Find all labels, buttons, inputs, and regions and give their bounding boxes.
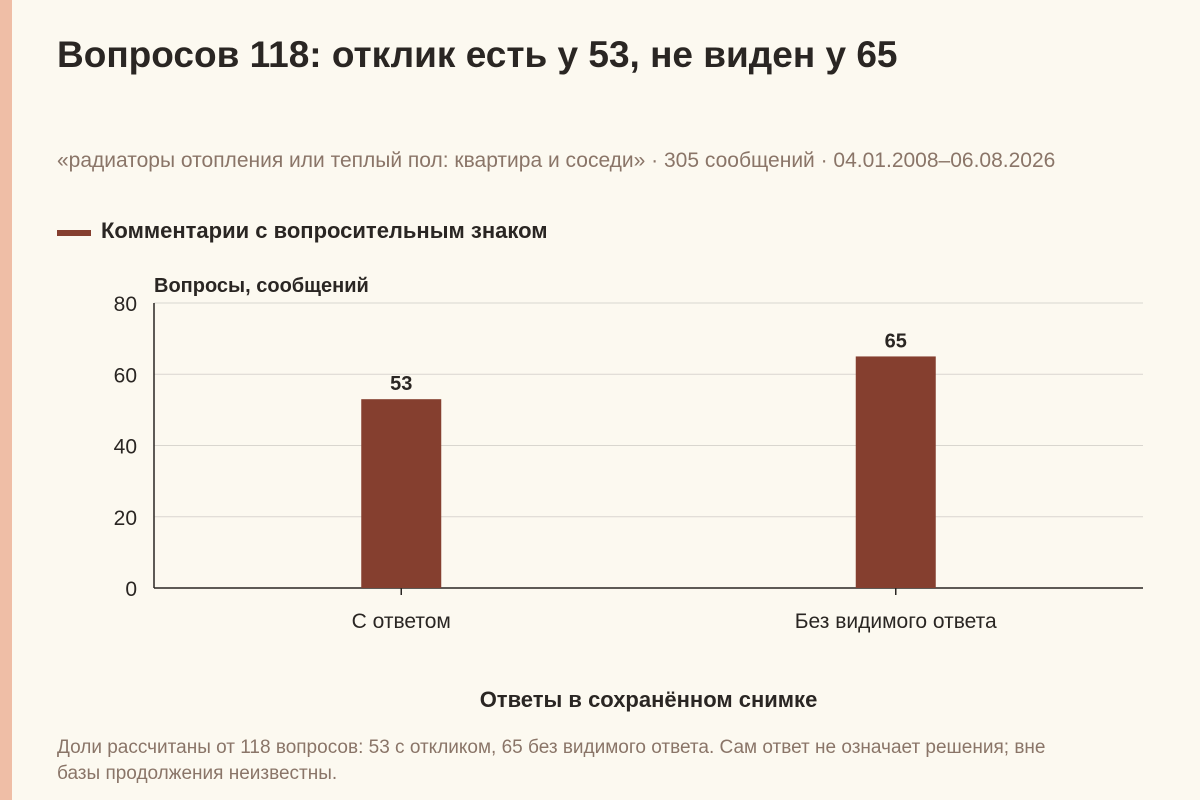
bar-chart: 0 20 40 60 80 53 С ответом 65 Без видимого ответ… xyxy=(114,275,1143,712)
y-tick-label-20: 20 xyxy=(114,507,137,530)
labels: 0 20 40 60 80 53 С ответом 65 Без видимого ответ… xyxy=(114,275,997,712)
y-tick-label-0: 0 xyxy=(125,578,137,601)
bars xyxy=(361,356,936,588)
legend-swatch xyxy=(57,230,91,236)
page-title: Вопросов 118: отклик есть у 53, не виден… xyxy=(57,34,898,75)
x-tick-label-0: С ответом xyxy=(352,610,451,633)
y-tick-label-40: 40 xyxy=(114,436,137,459)
bar-1 xyxy=(855,356,936,588)
y-axis-title: Вопросы, сообщений xyxy=(154,275,369,297)
grid-lines xyxy=(154,302,1143,518)
bar-0 xyxy=(361,399,442,588)
page-subtitle: «радиаторы отопления или теплый пол: ква… xyxy=(57,149,1056,172)
axes xyxy=(153,303,1143,595)
y-tick-label-60: 60 xyxy=(114,364,137,387)
data-label-1: 65 xyxy=(885,330,907,352)
accent-strip xyxy=(0,0,12,800)
legend: Комментарии с вопросительным знаком xyxy=(57,218,548,244)
y-tick-label-80: 80 xyxy=(114,293,137,316)
data-label-0: 53 xyxy=(390,373,412,395)
x-tick-label-1: Без видимого ответа xyxy=(795,610,997,633)
footnote: Доли рассчитаны от 118 вопросов: 53 с от… xyxy=(57,737,1046,784)
x-axis-title: Ответы в сохранённом снимке xyxy=(480,687,818,712)
legend-label: Комментарии с вопросительным знаком xyxy=(101,218,548,243)
